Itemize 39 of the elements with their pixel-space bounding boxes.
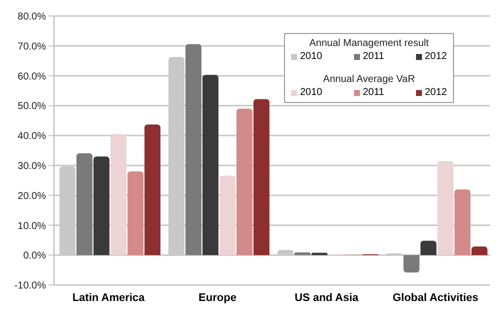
bar bbox=[420, 240, 436, 256]
legend-label: 2011 bbox=[362, 87, 384, 98]
bar bbox=[437, 160, 454, 256]
y-tick-label: 60.0% bbox=[18, 71, 46, 82]
bar bbox=[144, 124, 160, 256]
bar bbox=[76, 153, 92, 256]
bar bbox=[236, 108, 252, 256]
annotation: Annual Average VaR bbox=[322, 74, 416, 85]
y-tick-label: 80.0% bbox=[18, 12, 46, 23]
annotation: Annual Management result bbox=[308, 38, 430, 49]
bar bbox=[110, 134, 126, 256]
bar bbox=[253, 99, 270, 256]
legend-label: 2010 bbox=[299, 51, 322, 62]
legend-label: 2010 bbox=[299, 87, 322, 98]
bar bbox=[311, 252, 328, 256]
y-tick-label: 30.0% bbox=[18, 160, 46, 172]
y-tick-label: 40.0% bbox=[18, 131, 46, 142]
bar bbox=[93, 156, 110, 256]
bar bbox=[127, 171, 144, 256]
x-tick-label: Global Activities bbox=[392, 292, 478, 304]
bar bbox=[454, 189, 470, 256]
y-tick-label: 70.0% bbox=[18, 41, 46, 52]
legend-label: 2011 bbox=[362, 51, 384, 62]
y-tick-label: 0.0% bbox=[23, 250, 46, 262]
bar bbox=[185, 44, 202, 256]
bar bbox=[471, 246, 488, 256]
bar bbox=[403, 255, 420, 272]
x-tick-label: Europe bbox=[198, 292, 236, 304]
y-tick-label: 20.0% bbox=[18, 190, 46, 202]
x-tick-label: US and Asia bbox=[294, 292, 360, 304]
bar bbox=[202, 74, 218, 256]
y-tick-label: 10.0% bbox=[18, 220, 46, 232]
bar bbox=[219, 176, 236, 256]
legend-label: 2012 bbox=[424, 87, 447, 98]
y-tick-label: 50.0% bbox=[18, 101, 46, 112]
bar bbox=[294, 252, 310, 256]
y-tick-label: -10.0% bbox=[14, 280, 46, 292]
x-tick-label: Latin America bbox=[72, 292, 146, 304]
legend-label: 2012 bbox=[424, 51, 447, 62]
